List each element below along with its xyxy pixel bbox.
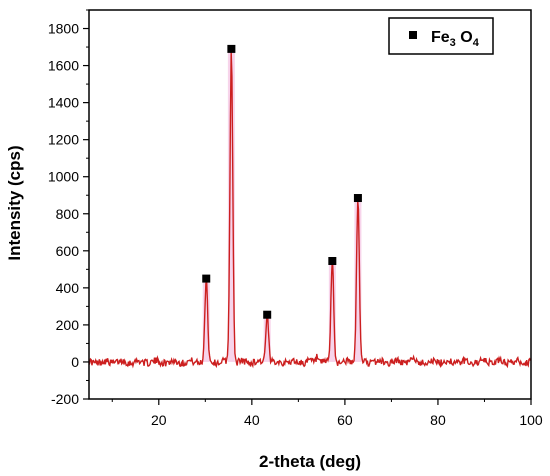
peak-marker	[353, 194, 362, 203]
y-tick-label: 1600	[48, 58, 79, 74]
peak-marker	[263, 310, 272, 319]
legend: Fe3 O4	[388, 17, 494, 55]
y-tick-label: 200	[56, 317, 80, 333]
x-axis-title: 2-theta (deg)	[259, 452, 361, 471]
legend-label-mid: O	[456, 29, 473, 46]
x-tick-label: 80	[430, 412, 446, 428]
y-tick-label: 1000	[48, 169, 79, 185]
x-tick-label: 60	[337, 412, 353, 428]
marker-group	[202, 44, 362, 319]
plot-frame	[88, 9, 532, 400]
legend-label-sub-2: 4	[473, 37, 480, 49]
legend-label: Fe3 O4	[431, 29, 480, 49]
signal-line	[88, 51, 532, 369]
signal-group	[88, 51, 532, 369]
peak-fill	[227, 48, 235, 362]
peak-fill	[354, 198, 362, 362]
axis-ticks-group: 20 40 60 80 100 -200 0 200 400 600 800 1000 1200 1400…	[48, 9, 543, 428]
y-tick-label: 1800	[48, 21, 79, 37]
peak-fill	[328, 260, 336, 362]
legend-marker	[409, 31, 417, 39]
y-tick-label: 1200	[48, 132, 79, 148]
peak-fill-group	[202, 48, 362, 362]
y-tick-label: 1400	[48, 95, 79, 111]
legend-label-main: Fe	[431, 29, 450, 46]
y-tick-label: -200	[51, 391, 79, 407]
legend-box	[388, 17, 494, 55]
peak-marker	[328, 256, 337, 265]
x-tick-label: 100	[519, 412, 543, 428]
x-tick-label: 20	[151, 412, 167, 428]
y-tick-label: 0	[71, 354, 79, 370]
y-tick-label: 600	[56, 243, 80, 259]
y-tick-label: 400	[56, 280, 80, 296]
peak-fill	[202, 278, 210, 362]
peak-marker	[202, 274, 211, 283]
y-axis-title: Intensity (cps)	[5, 145, 24, 260]
peak-marker	[227, 44, 236, 53]
x-tick-label: 40	[244, 412, 260, 428]
peak-fill	[263, 314, 271, 362]
y-tick-label: 800	[56, 206, 80, 222]
legend-label-sub-1: 3	[450, 37, 456, 49]
